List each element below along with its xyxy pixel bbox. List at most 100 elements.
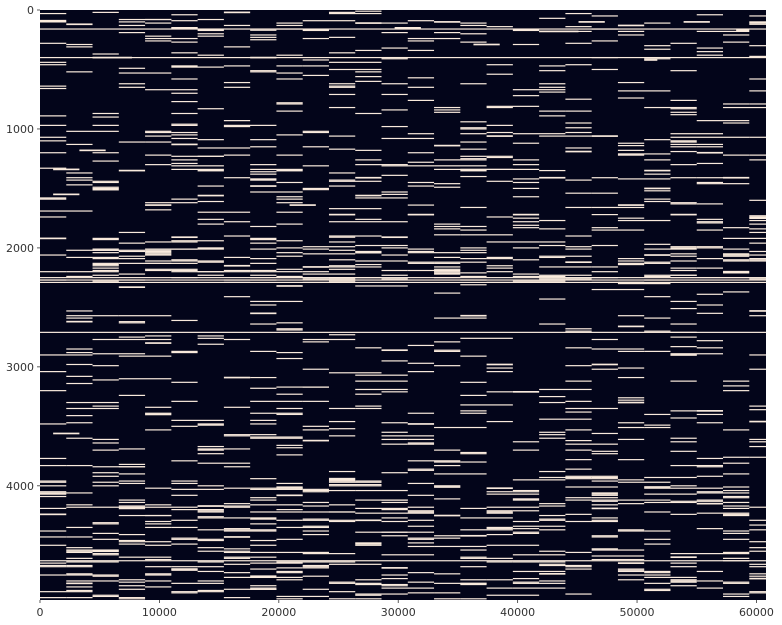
heatmap-cell <box>565 150 592 153</box>
heatmap-cell <box>670 450 697 452</box>
heatmap-cell <box>407 269 461 272</box>
heatmap-cell <box>40 115 67 117</box>
heatmap-cell <box>328 241 356 243</box>
heatmap-cell <box>749 254 766 256</box>
heatmap-cell <box>328 278 356 280</box>
heatmap-cell <box>171 137 198 140</box>
heatmap-cell <box>565 400 592 402</box>
heatmap-cell <box>565 478 618 480</box>
heatmap-cell <box>565 486 618 488</box>
heatmap-cell <box>670 566 697 568</box>
heatmap-cell <box>617 579 645 581</box>
heatmap-cell <box>197 200 224 203</box>
heatmap-cell <box>381 567 408 569</box>
heatmap-cell <box>250 70 277 72</box>
heatmap-cell <box>355 285 408 287</box>
heatmap-cell <box>355 159 382 161</box>
heatmap-cell <box>407 250 435 253</box>
heatmap-cell <box>512 561 540 563</box>
heatmap-cell <box>66 549 119 551</box>
heatmap-cell <box>644 493 671 495</box>
heatmap-cell <box>92 248 119 250</box>
heatmap-cell <box>40 492 93 494</box>
heatmap-cell <box>276 181 303 184</box>
heatmap-cell <box>434 349 461 351</box>
heatmap-cell <box>250 185 277 187</box>
heatmap-cell <box>66 573 93 575</box>
heatmap-cell <box>565 520 618 523</box>
heatmap-cell <box>223 11 251 14</box>
heatmap-cell <box>670 464 724 467</box>
heatmap-cell <box>171 159 198 161</box>
heatmap-cell <box>591 500 618 502</box>
heatmap-cell <box>512 181 540 184</box>
heatmap-cell <box>328 484 382 486</box>
heatmap-cell <box>749 445 766 448</box>
heatmap-cell <box>565 127 592 129</box>
heatmap-cell <box>723 505 750 507</box>
heatmap-cell <box>696 47 724 49</box>
heatmap-cell <box>328 135 356 137</box>
heatmap-cell <box>355 112 382 115</box>
heatmap-cell <box>171 488 224 490</box>
heatmap-cell <box>539 518 566 520</box>
heatmap-cell <box>66 43 93 46</box>
heatmap-cell <box>66 363 93 366</box>
heatmap-cell <box>302 341 329 343</box>
heatmap-cell <box>749 592 766 594</box>
heatmap-cell <box>539 572 566 575</box>
heatmap-cell <box>565 380 592 382</box>
heatmap-cell <box>434 228 461 230</box>
heatmap-cell <box>250 237 277 239</box>
heatmap-cell <box>302 29 329 32</box>
heatmap-cell <box>407 49 435 52</box>
heatmap-cell <box>145 262 198 264</box>
heatmap-cell <box>118 169 146 172</box>
heatmap-cell <box>460 249 487 251</box>
heatmap-cell <box>486 371 513 373</box>
heatmap-cell <box>644 426 671 429</box>
heatmap-cell <box>66 71 93 73</box>
heatmap-cell <box>723 103 750 105</box>
heatmap-cell <box>197 509 224 511</box>
heatmap-cell <box>670 247 697 249</box>
heatmap-cell <box>66 320 93 323</box>
heatmap-cell <box>434 573 461 575</box>
heatmap-cell <box>696 570 724 573</box>
heatmap-cell <box>434 21 461 23</box>
heatmap-cell <box>302 488 329 490</box>
heatmap-cell <box>434 292 461 294</box>
heatmap-cell <box>302 575 329 577</box>
heatmap-cell <box>381 83 408 85</box>
heatmap-cell <box>66 401 93 404</box>
heatmap-cell <box>670 346 697 348</box>
heatmap-cell <box>749 45 766 47</box>
heatmap-cell <box>539 418 592 420</box>
heatmap-cell <box>40 277 766 279</box>
heatmap-cell <box>696 146 724 148</box>
heatmap-cell <box>434 464 461 467</box>
heatmap-cell <box>670 353 724 355</box>
heatmap-cell <box>565 131 592 134</box>
heatmap-cell <box>565 429 592 431</box>
heatmap-cell <box>328 273 356 275</box>
heatmap-cell <box>276 595 329 598</box>
heatmap-cell <box>434 144 461 147</box>
heatmap-cell <box>118 86 146 88</box>
heatmap-cell <box>565 206 592 209</box>
heatmap-cell <box>250 300 303 303</box>
heatmap-cell <box>565 347 592 349</box>
heatmap-cell <box>197 18 224 21</box>
heatmap-cell <box>696 183 750 185</box>
heatmap-cell <box>171 568 198 570</box>
heatmap-background <box>40 10 766 600</box>
heatmap-cell <box>381 137 435 140</box>
heatmap-cell <box>434 106 461 109</box>
heatmap-cell <box>355 393 382 395</box>
heatmap-cell <box>250 499 277 501</box>
heatmap-cell <box>66 177 93 179</box>
heatmap-cell <box>145 249 172 251</box>
heatmap-cell <box>302 439 329 442</box>
heatmap-cell <box>276 103 303 105</box>
heatmap-cell <box>92 258 119 260</box>
